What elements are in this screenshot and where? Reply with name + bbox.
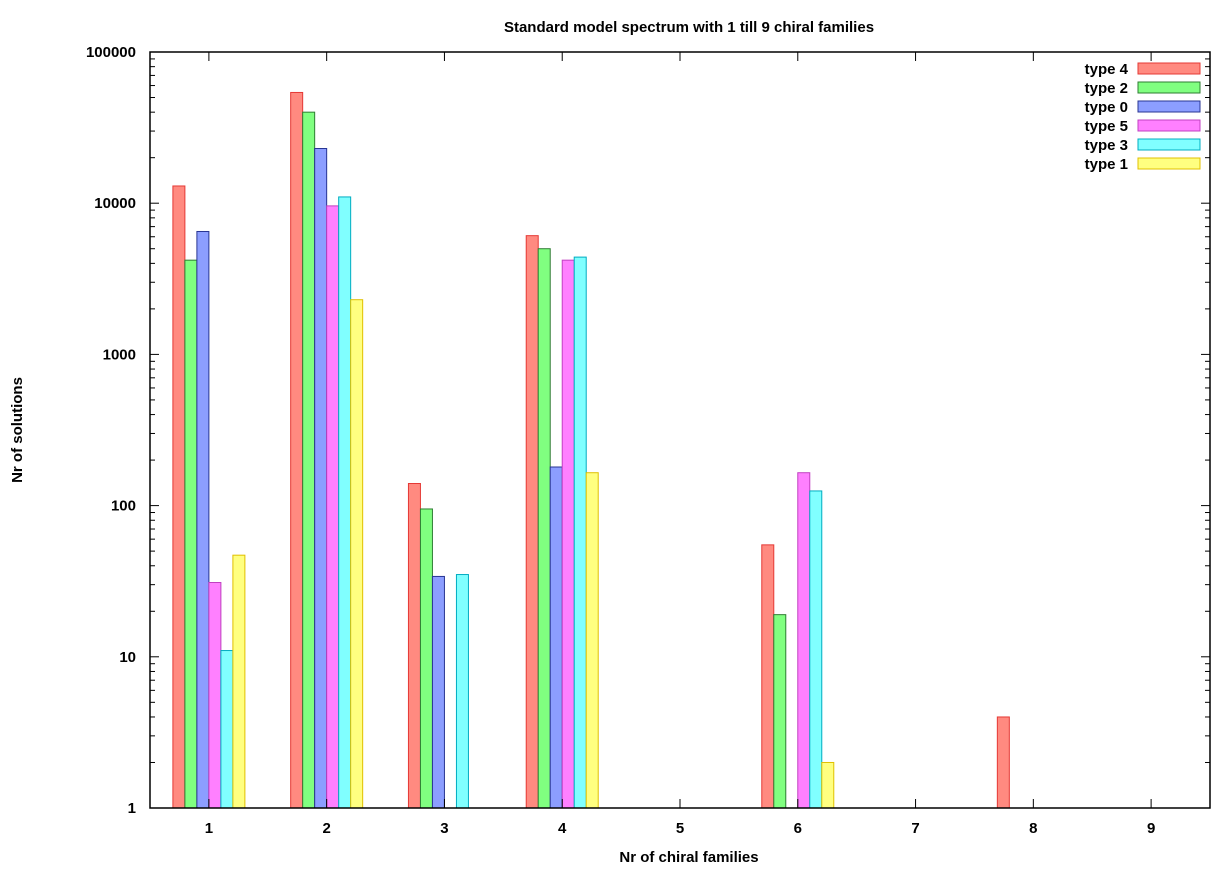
- legend-swatch: [1137, 119, 1201, 132]
- legend-label: type 5: [1085, 118, 1128, 135]
- bar-type-0-3: [431, 575, 445, 809]
- y-tick-label: 1000: [103, 346, 136, 363]
- y-axis-label: Nr of solutions: [9, 377, 26, 483]
- y-tick-label: 100000: [86, 44, 136, 61]
- bar-type-3-6: [809, 490, 823, 809]
- bar-type-2-4: [537, 248, 551, 809]
- x-tick-label: 2: [322, 820, 330, 837]
- bar-type-0-4: [549, 466, 563, 809]
- x-axis-label: Nr of chiral families: [619, 849, 758, 866]
- bar-type-5-2: [326, 205, 340, 809]
- x-tick-label: 6: [794, 820, 802, 837]
- bar-type-4-8: [996, 716, 1010, 809]
- bar-type-5-1: [208, 582, 222, 809]
- bar-type-0-1: [196, 230, 210, 809]
- x-tick-label: 8: [1029, 820, 1037, 837]
- bar-type-1-2: [350, 299, 364, 809]
- bars: [172, 91, 1010, 809]
- legend-swatch: [1137, 62, 1201, 75]
- bar-type-2-6: [773, 614, 787, 809]
- legend-label: type 0: [1085, 99, 1128, 116]
- legend-swatch: [1137, 138, 1201, 151]
- bar-type-4-3: [407, 483, 421, 809]
- bar-type-3-4: [573, 256, 587, 809]
- axes: 1 10 100 1000 10000 100000 1 2 3 4 5 6 7 8 9: [86, 44, 1211, 837]
- bar-type-0-2: [314, 148, 328, 809]
- bar-type-1-6: [821, 761, 835, 809]
- x-tick-label: 3: [440, 820, 448, 837]
- bar-type-3-3: [455, 574, 469, 809]
- y-tick-label: 10: [119, 649, 136, 666]
- x-tick-label: 7: [911, 820, 919, 837]
- bar-type-5-6: [797, 472, 811, 809]
- bar-type-2-2: [302, 111, 316, 809]
- bar-type-3-1: [220, 650, 234, 809]
- legend-label: type 2: [1085, 80, 1128, 97]
- bar-type-1-1: [232, 554, 246, 809]
- x-tick-label: 9: [1147, 820, 1155, 837]
- y-tick-label: 100: [111, 498, 136, 515]
- x-tick-label: 4: [558, 820, 567, 837]
- legend-label: type 4: [1085, 61, 1129, 78]
- legend: type 4 type 2 type 0 type 5 type 3 type 1: [1085, 61, 1201, 173]
- bar-type-3-2: [338, 196, 352, 809]
- bar-type-2-3: [419, 508, 433, 809]
- y-tick-label: 1: [128, 800, 136, 817]
- bar-type-2-1: [184, 259, 198, 809]
- x-tick-label: 1: [205, 820, 213, 837]
- bar-type-5-4: [561, 259, 575, 809]
- legend-label: type 1: [1085, 156, 1128, 173]
- legend-swatch: [1137, 157, 1201, 170]
- x-tick-label: 5: [676, 820, 684, 837]
- y-tick-label: 10000: [94, 195, 136, 212]
- bar-type-1-4: [585, 472, 599, 809]
- legend-swatch: [1137, 81, 1201, 94]
- legend-label: type 3: [1085, 137, 1128, 154]
- legend-swatch: [1137, 100, 1201, 113]
- bar-type-4-6: [761, 544, 775, 809]
- bar-type-4-1: [172, 185, 186, 809]
- bar-type-4-4: [525, 235, 539, 809]
- chart-title: Standard model spectrum with 1 till 9 ch…: [504, 19, 874, 36]
- bar-type-4-2: [290, 91, 304, 809]
